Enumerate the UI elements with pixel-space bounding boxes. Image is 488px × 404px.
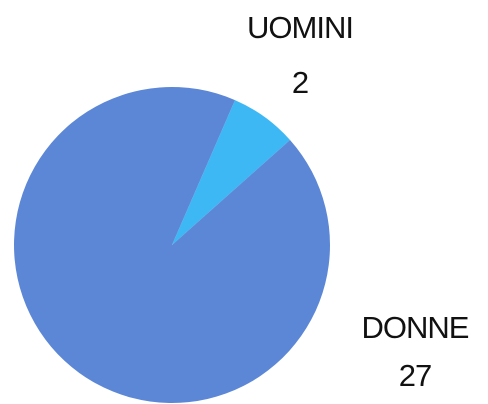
pie-slice: [14, 87, 331, 404]
pie-slice: [172, 100, 291, 245]
slice-value: 27: [399, 358, 431, 393]
slice-label: UOMINI: [247, 10, 353, 45]
slice-value: 2: [292, 65, 308, 100]
slice-label: DONNE: [362, 310, 469, 345]
